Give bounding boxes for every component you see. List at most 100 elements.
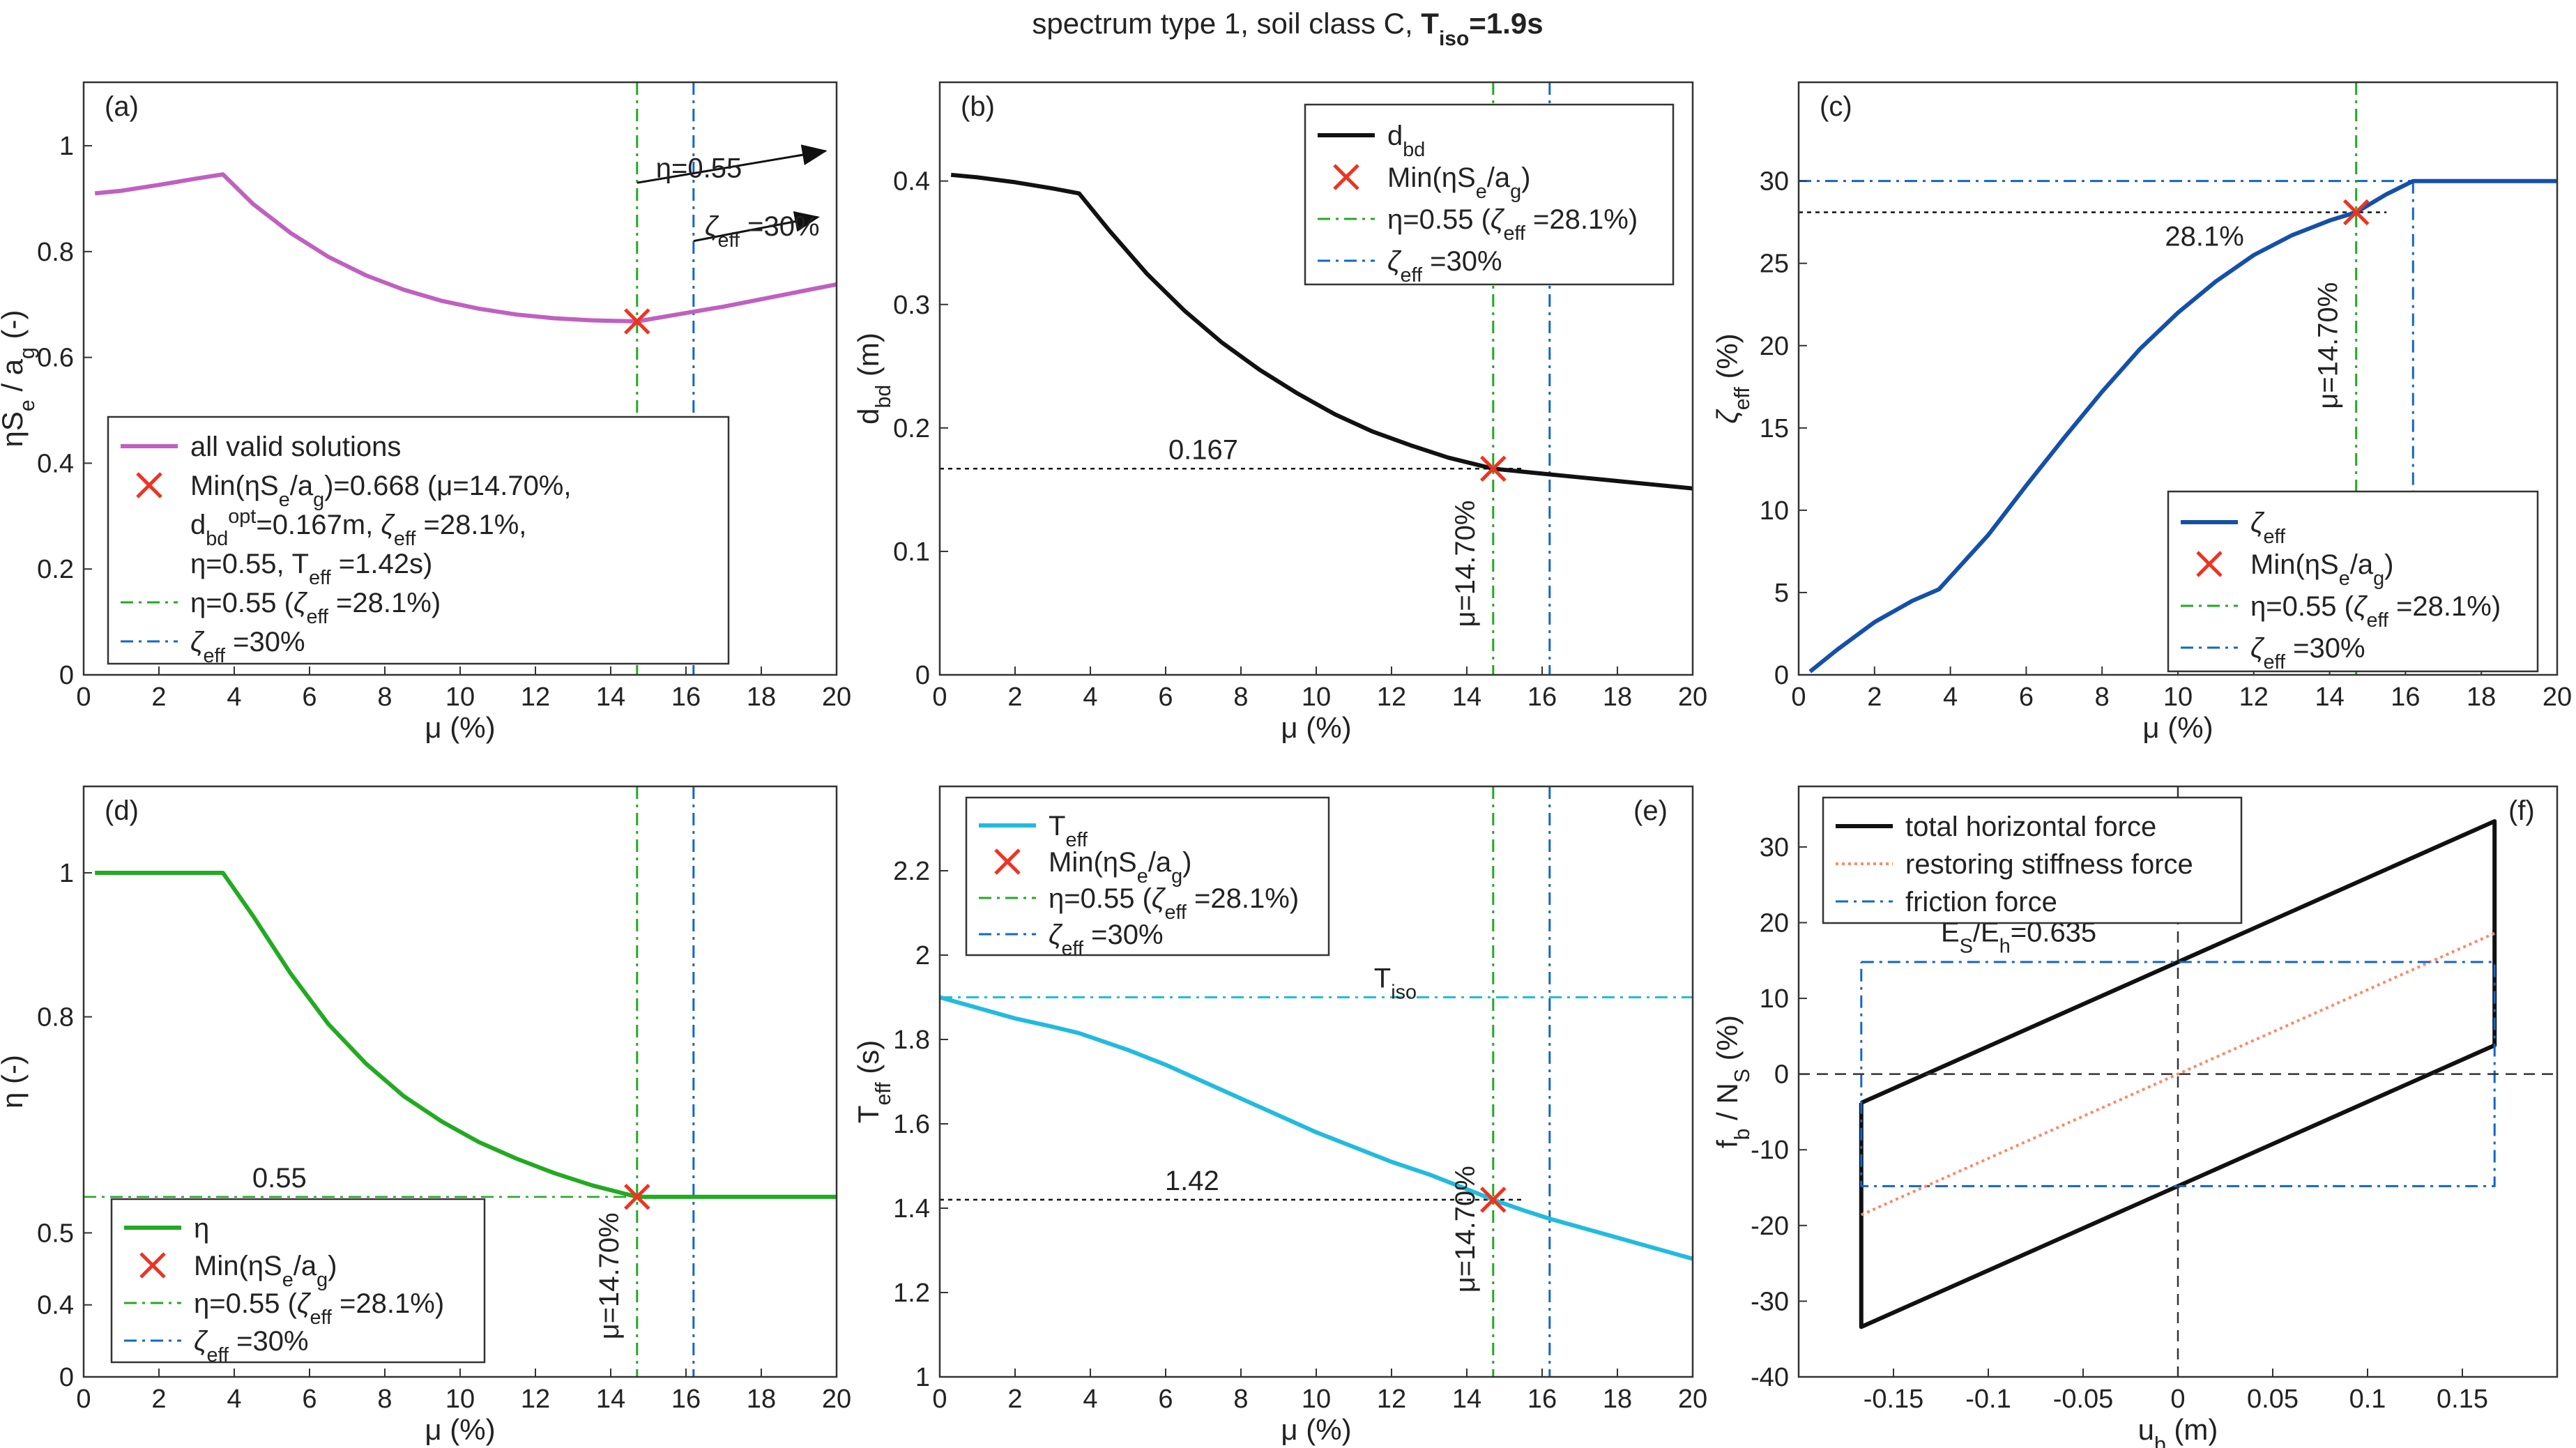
series-f-2 [1860,961,2496,1187]
x-tick-label: 4 [1083,683,1097,712]
series-c-0 [1808,178,2557,673]
x-tick-label: 12 [1377,1385,1406,1414]
x-tick-label: 12 [2239,683,2269,712]
legend-entry: ζeff =30% [2250,633,2365,673]
panel-b: 0 2 4 6 8 10 12 14 16 18 20 0 0.1 0.2 0.3 0.4 μ (%) dbd (… [852,81,1707,744]
legend-entry: ζeff =30% [1387,246,1502,287]
panel-label: (b) [961,91,995,122]
min-marker-stroke-2 [1480,455,1507,482]
x-tick-label: 16 [2391,683,2420,712]
panel-e-plot-area [940,786,1693,1377]
x-tick-label: 2 [151,1385,166,1414]
series-b-0 [950,172,1693,491]
y-tick-label: 1 [59,132,74,161]
x-tick-label: 14 [1452,1385,1481,1414]
y-axis-label: ηSe / ag (-) [0,310,39,447]
y-tick-label: 0.1 [893,538,930,567]
mu-annotation: μ=14.70% [594,1212,625,1339]
x-tick-label: 14 [596,683,625,712]
legend-entry: Min(ηSe/ag) [2250,549,2393,590]
y-tick-label: 0.5 [37,1219,74,1248]
x-tick-label: 0 [932,683,947,712]
x-tick-label: 6 [2019,683,2034,712]
y-tick-label: 2 [915,941,930,970]
panel-a: 0 2 4 6 8 10 12 14 16 18 20 0 0.2 0.4 0.6 0.8 1 μ (%) ηSe … [0,81,851,744]
y-tick-label: 0 [59,1363,74,1392]
panel-label: (a) [105,91,139,122]
x-tick-label: 14 [596,1385,625,1414]
x-tick-label: 8 [2095,683,2110,712]
legend-entry: friction force [1905,887,2057,917]
x-tick-label: 18 [2467,683,2496,712]
x-tick-label: 10 [1302,683,1331,712]
x-tick-label: 4 [227,683,241,712]
legend-entry: η=0.55 (ζeff =28.1%) [194,1288,444,1329]
x-tick-label: -0.15 [1864,1385,1924,1414]
panel-label: (f) [2508,795,2535,826]
y-tick-label: 0.4 [37,449,74,478]
mu-annotation: μ=14.70% [1450,501,1481,627]
min-marker-stroke-2 [1480,1187,1507,1213]
x-tick-label: 18 [747,683,776,712]
x-tick-label: 6 [302,1385,317,1414]
eta-arrow-label: η=0.55 [656,153,742,184]
x-tick-label: 10 [1302,1385,1331,1414]
legend-entry: Teff [1049,811,1088,851]
y-tick-label: 1.8 [893,1026,930,1055]
value-hline-label: 0.55 [252,1163,307,1194]
x-tick-label: 12 [521,683,550,712]
mu-annotation: μ=14.70% [2312,282,2343,409]
y-tick-label: 0.4 [893,167,930,197]
legend-box [107,416,730,665]
x-tick-label: 2 [1007,1385,1022,1414]
x-tick-label: 12 [521,1385,550,1414]
y-tick-label: 20 [1760,908,1789,938]
legend-entry: Min(ηSe/ag) [1049,847,1191,887]
y-tick-label: 25 [1760,250,1789,279]
panel-c: 0 2 4 6 8 10 12 14 16 18 20 0 5 10 15 20 25 30 μ (%) ζeff (… [1711,81,2572,744]
x-tick-label: 0 [932,1385,947,1414]
y-tick-label: 1.6 [893,1110,930,1139]
x-tick-label: 20 [2543,683,2572,712]
y-tick-label: 30 [1760,833,1789,862]
y-tick-label: 15 [1760,414,1789,443]
x-tick-label: 20 [1678,1385,1707,1414]
y-tick-label: 1 [59,859,74,888]
value-hline-label: 28.1% [2165,222,2243,252]
y-tick-label: -20 [1751,1212,1789,1241]
legend-marker-stroke-2 [1333,164,1359,190]
y-tick-label: 0.2 [893,414,930,443]
tiso-label: Tiso [1374,963,1417,1004]
x-tick-label: 0 [76,1385,91,1414]
x-tick-label: 4 [227,1385,241,1414]
y-tick-label: 10 [1760,984,1789,1014]
legend-entry: dbd [1387,121,1425,161]
y-tick-label: 0.8 [37,1003,74,1032]
x-tick-label: -0.05 [2053,1385,2114,1414]
x-axis-label: μ (%) [425,1413,495,1446]
y-tick-label: 0 [1774,1060,1789,1090]
panel-label: (d) [105,795,139,826]
x-tick-label: 16 [671,1385,701,1414]
x-tick-label: 8 [377,1385,392,1414]
figure-title: spectrum type 1, soil class C, Tiso=1.9s [1032,7,1543,50]
x-axis-label: ub (m) [2138,1413,2218,1448]
y-tick-label: 1.4 [893,1194,930,1224]
y-axis-label: η (-) [0,1055,29,1108]
x-tick-label: 0 [1791,683,1806,712]
x-tick-label: 6 [302,683,317,712]
series-d-0 [95,871,837,1199]
y-tick-label: 30 [1760,167,1789,197]
x-tick-label: 4 [1943,683,1958,712]
y-tick-label: 0.8 [37,238,74,267]
x-tick-label: 20 [822,1385,851,1414]
panel-e: 0 2 4 6 8 10 12 14 16 18 20 1 1.2 1.4 1.6 1.8 2 2.2 μ (%) T… [852,785,1707,1446]
x-axis-label: μ (%) [2142,711,2213,744]
x-tick-label: 16 [1527,683,1557,712]
x-axis-label: μ (%) [1281,1413,1351,1446]
min-marker-stroke-2 [624,308,650,335]
y-tick-label: -40 [1751,1363,1789,1392]
legend-entry: ζeff =30% [1049,920,1164,960]
legend-entry: ζeff =30% [190,627,305,667]
panel-f: -0.15 -0.1 -0.05 0 0.05 0.1 0.15 -40 -30 -20 -10 0 1… [1711,785,2559,1448]
